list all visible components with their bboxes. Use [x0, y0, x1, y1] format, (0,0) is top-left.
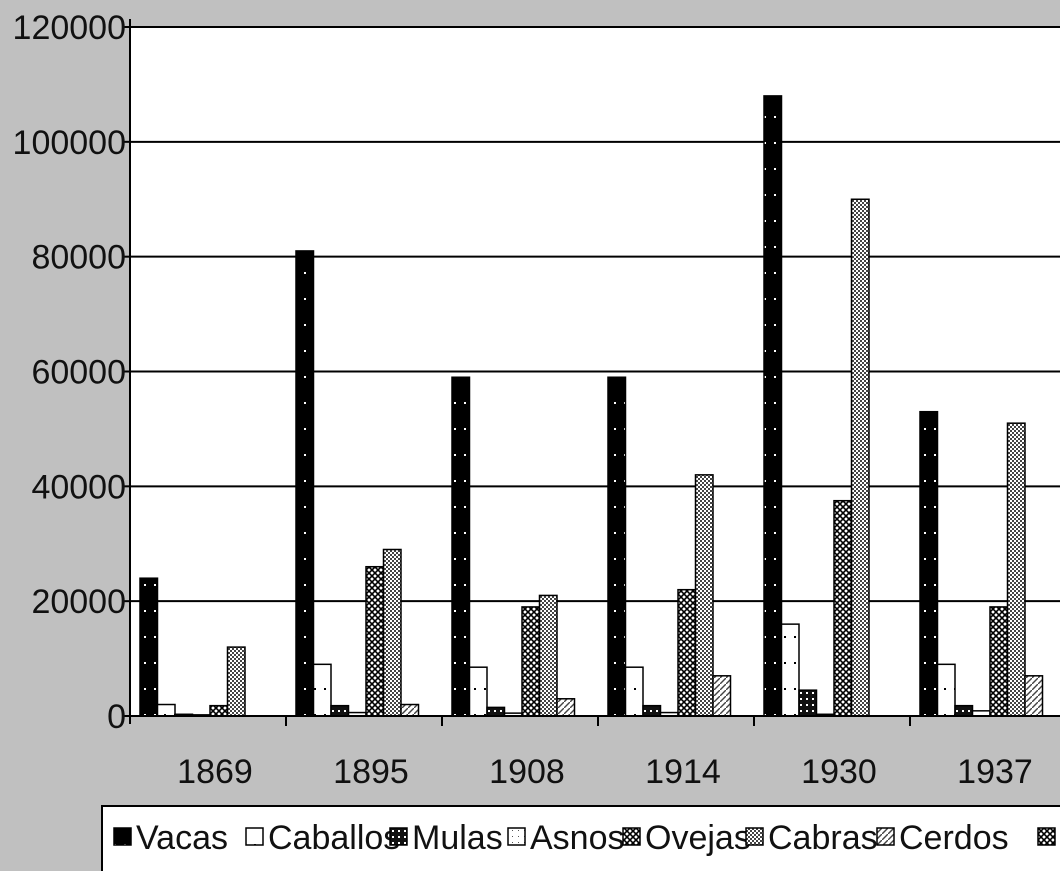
x-tick-labels: 1869 1895 1908 1914 1930 1937 [177, 753, 1033, 791]
bar-cabras-1908 [538, 594, 558, 717]
bar-caballos-1869 [156, 703, 176, 717]
legend-label-ovejas: Ovejas [645, 819, 751, 857]
x-tick-label: 1937 [957, 753, 1033, 791]
y-tick-labels: 0 20000 40000 60000 80000 100000 120000 [13, 9, 126, 736]
y-tick-label: 100000 [13, 124, 126, 162]
bar-mulas-1895 [330, 704, 350, 717]
bars [139, 95, 1044, 717]
bar-ovejas-1937 [989, 606, 1009, 717]
legend-swatch-ovejas [622, 827, 641, 846]
legend-label-asnos: Asnos [530, 819, 625, 857]
bar-caballos-1937 [936, 663, 956, 717]
bar-mulas-1914 [642, 704, 662, 717]
bar-vacas-1869 [139, 577, 159, 717]
legend-label-vacas: Vacas [136, 819, 228, 857]
bar-vacas-1895 [295, 250, 315, 717]
bar-cabras-1930 [850, 198, 870, 717]
bar-cabras-1937 [1006, 422, 1026, 717]
bar-vacas-1930 [763, 95, 783, 717]
y-tick-label: 0 [107, 698, 126, 736]
y-tick-label: 120000 [13, 9, 126, 47]
bar-vacas-1937 [919, 410, 939, 717]
y-tick-label: 20000 [31, 583, 126, 621]
bar-cerdos-1895 [400, 703, 420, 717]
bar-cabras-1869 [226, 646, 246, 717]
legend-label-cerdos: Cerdos [899, 819, 1009, 857]
legend-swatch-vacas [113, 827, 132, 846]
legend-swatch-mulas [389, 827, 408, 846]
x-tick-label: 1895 [333, 753, 409, 791]
legend-swatch-asnos [507, 827, 526, 846]
y-tick-label: 40000 [31, 468, 126, 506]
x-tick-label: 1930 [801, 753, 877, 791]
bar-mulas-1908 [486, 706, 506, 717]
x-tick-label: 1869 [177, 753, 253, 791]
legend-swatch-extra [1037, 827, 1056, 846]
bar-ovejas-1895 [365, 565, 385, 717]
bar-mulas-1930 [798, 689, 818, 717]
bar-caballos-1895 [312, 663, 332, 717]
bar-ovejas-1869 [209, 704, 229, 717]
bar-vacas-1914 [607, 376, 627, 717]
legend-label-caballos: Caballos [268, 819, 400, 857]
legend-label-mulas: Mulas [412, 819, 503, 857]
bar-cerdos-1914 [712, 675, 732, 717]
x-tick-label: 1908 [489, 753, 565, 791]
bar-vacas-1908 [451, 376, 471, 717]
bar-caballos-1930 [780, 623, 800, 717]
legend: Vacas Caballos Mulas Asnos Ovejas Cabras Cerdo… [101, 805, 1060, 871]
bar-cerdos-1937 [1024, 675, 1044, 717]
bar-mulas-1937 [954, 704, 974, 717]
bar-cerdos-1908 [556, 698, 576, 717]
bar-caballos-1914 [624, 666, 644, 717]
legend-swatch-caballos [245, 827, 264, 846]
bar-caballos-1908 [468, 666, 488, 717]
axes [122, 19, 1060, 726]
legend-swatch-cerdos [876, 827, 895, 846]
bar-cabras-1914 [694, 474, 714, 717]
legend-label-cabras: Cabras [768, 819, 878, 857]
gridlines [130, 26, 1060, 603]
y-tick-label: 80000 [31, 239, 126, 277]
bar-ovejas-1908 [521, 606, 541, 717]
x-tick-label: 1914 [645, 753, 721, 791]
bar-ovejas-1930 [833, 499, 853, 717]
bar-cabras-1895 [382, 548, 402, 717]
y-tick-label: 60000 [31, 354, 126, 392]
legend-swatch-cabras [745, 827, 764, 846]
bar-ovejas-1914 [677, 588, 697, 717]
